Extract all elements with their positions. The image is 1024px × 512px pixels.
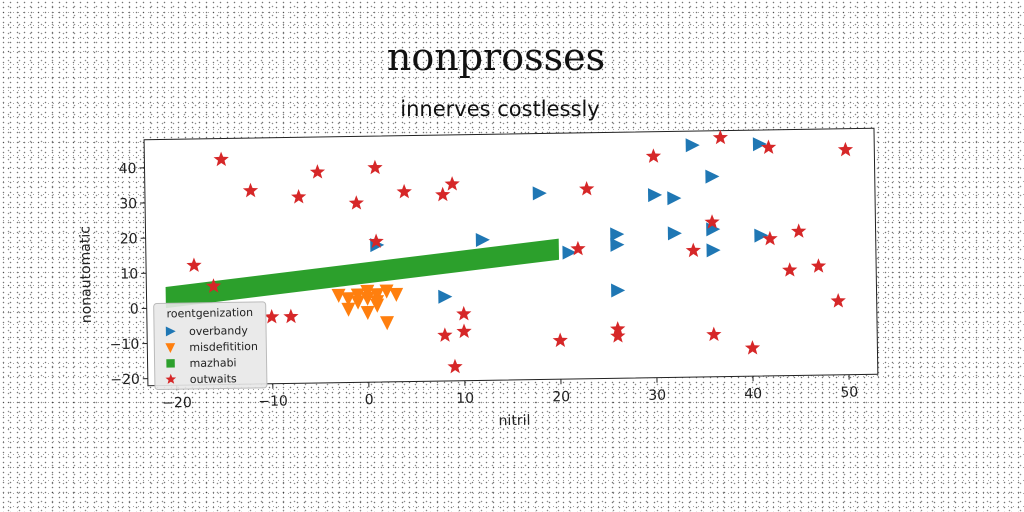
y-tick-label: 30 xyxy=(119,196,137,212)
x-tick-label: 20 xyxy=(552,389,570,405)
y-tick-label: −10 xyxy=(110,337,140,353)
x-tick-label: 40 xyxy=(744,386,762,402)
legend-label-overbandy: overbandy xyxy=(189,324,248,338)
x-tick-label: −20 xyxy=(162,395,192,411)
x-axis-label: nitril xyxy=(499,413,531,429)
y-tick-label: 0 xyxy=(130,302,139,318)
legend-title: roentgenization xyxy=(166,306,253,320)
y-axis-label: nonautomatic xyxy=(77,226,95,323)
x-tick-label: 50 xyxy=(840,385,858,401)
y-tick-label: 40 xyxy=(119,161,137,177)
y-tick-label: 10 xyxy=(120,266,138,282)
x-tick-label: 30 xyxy=(648,388,666,404)
plot-area: −20 −10 0 10 20 30 40 50 −20 −10 0 10 20 30 40 nitril… xyxy=(76,127,879,435)
legend-label-mazhabi: mazhabi xyxy=(189,356,236,370)
y-tick-label: −20 xyxy=(110,372,140,388)
legend-label-misdefitition: misdefitition xyxy=(189,340,258,354)
legend: roentgenization overbandy misdefitition maz… xyxy=(154,302,267,390)
x-tick-label: −10 xyxy=(258,394,288,410)
x-tick-label: 10 xyxy=(456,391,474,407)
legend-label-outwaits: outwaits xyxy=(190,372,237,386)
legend-marker-mazhabi xyxy=(166,359,175,368)
chart-title: nonprosses xyxy=(387,35,605,79)
y-tick-label: 20 xyxy=(120,231,138,247)
x-tick-label: 0 xyxy=(365,392,374,408)
chart-subtitle: innerves costlessly xyxy=(400,97,599,121)
y-axis-ticks: −20 −10 0 10 20 30 40 xyxy=(107,161,148,388)
